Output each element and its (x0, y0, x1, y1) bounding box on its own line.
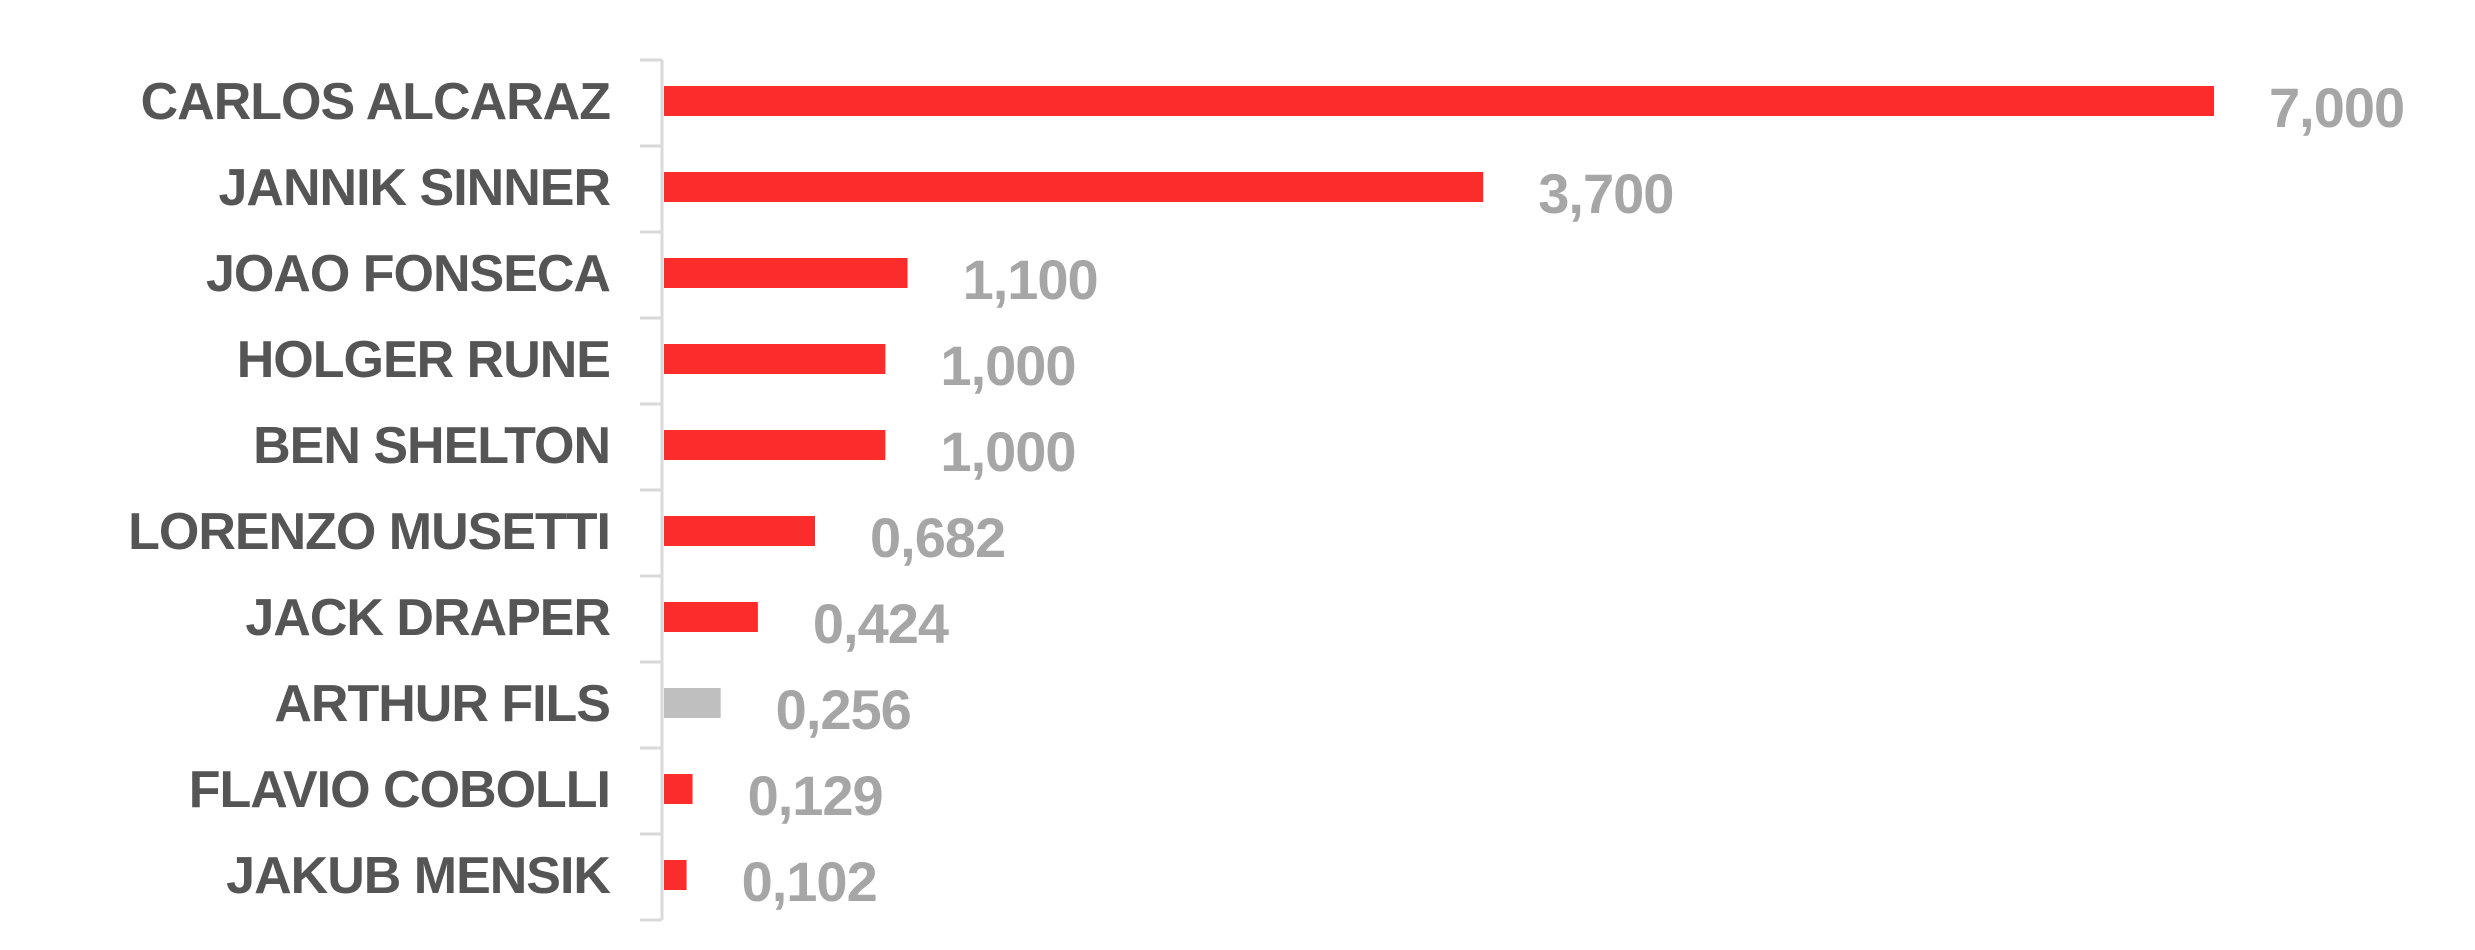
value-label: 1,000 (940, 334, 1075, 397)
category-label: JACK DRAPER (245, 589, 610, 647)
category-label: JOAO FONSECA (206, 245, 610, 303)
value-labels: 7,000 3,700 1,100 1,000 1,000 0,682 0,424 0,256… (742, 76, 2406, 913)
category-label: HOLGER RUNE (237, 331, 610, 389)
category-label: CARLOS ALCARAZ (141, 73, 611, 131)
bar-flavio-cobolli (664, 774, 693, 804)
bar-carlos-alcaraz (664, 86, 2214, 116)
bar-jack-draper (664, 602, 758, 632)
bar-arthur-fils (664, 688, 721, 718)
bar-joao-fonseca (664, 258, 908, 288)
category-label: ARTHUR FILS (274, 675, 610, 733)
bar-holger-rune (664, 344, 886, 374)
category-label: LORENZO MUSETTI (128, 503, 610, 561)
value-label: 0,102 (742, 850, 877, 913)
value-label: 1,000 (940, 420, 1075, 483)
value-label: 1,100 (963, 248, 1098, 311)
value-label: 0,129 (748, 764, 883, 827)
value-label: 0,424 (813, 592, 949, 655)
category-label: JAKUB MENSIK (226, 847, 611, 905)
category-label: JANNIK SINNER (219, 159, 611, 217)
bars (664, 86, 2214, 890)
category-axis (640, 58, 664, 922)
category-label: BEN SHELTON (253, 417, 610, 475)
category-label: FLAVIO COBOLLI (189, 761, 610, 819)
value-label: 0,256 (776, 678, 911, 741)
bar-lorenzo-musetti (664, 516, 816, 546)
value-label: 7,000 (2269, 76, 2404, 139)
category-labels: CARLOS ALCARAZ JANNIK SINNER JOAO FONSECA H… (128, 73, 612, 905)
value-label: 3,700 (1538, 162, 1673, 225)
bar-ben-shelton (664, 430, 886, 460)
bar-jannik-sinner (664, 172, 1484, 202)
bar-jakub-mensik (664, 860, 687, 890)
value-label: 0,682 (870, 506, 1005, 569)
